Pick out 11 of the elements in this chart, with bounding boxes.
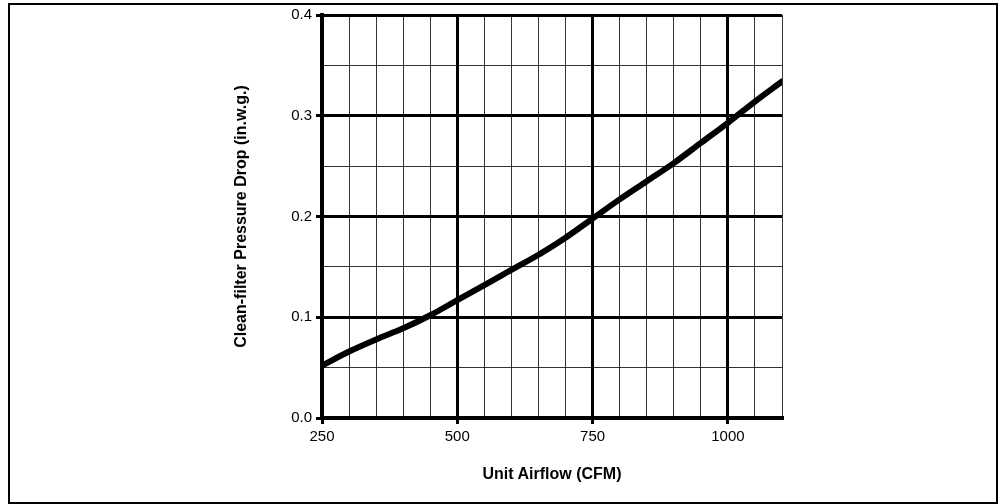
y-tick-label: 0.4 [291,5,312,23]
x-tick-label: 500 [444,427,470,445]
x-tick-label: 750 [580,427,606,445]
x-tick-label: 250 [309,427,335,445]
y-tick-label: 0.3 [291,105,312,123]
y-tick-label: 0.2 [291,206,312,224]
y-axis-title: Clean-filter Pressure Drop (in.w.g.) [232,85,250,348]
x-axis-title: Unit Airflow (CFM) [482,464,622,482]
y-tick-label: 0.1 [291,307,312,325]
x-tick-label: 1000 [711,427,745,445]
y-tick-label: 0.0 [291,408,312,426]
